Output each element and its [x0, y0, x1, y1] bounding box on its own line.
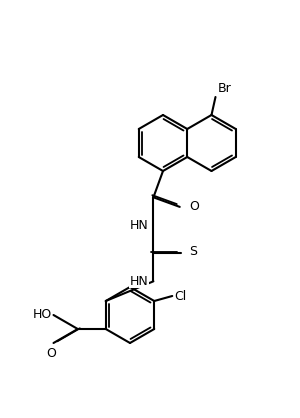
Text: S: S: [189, 245, 197, 258]
Text: HN: HN: [130, 275, 149, 288]
Text: O: O: [46, 347, 56, 360]
Text: Br: Br: [218, 82, 231, 95]
Text: HN: HN: [130, 219, 149, 232]
Text: Cl: Cl: [174, 290, 187, 303]
Text: O: O: [190, 200, 200, 213]
Text: HO: HO: [32, 308, 52, 321]
